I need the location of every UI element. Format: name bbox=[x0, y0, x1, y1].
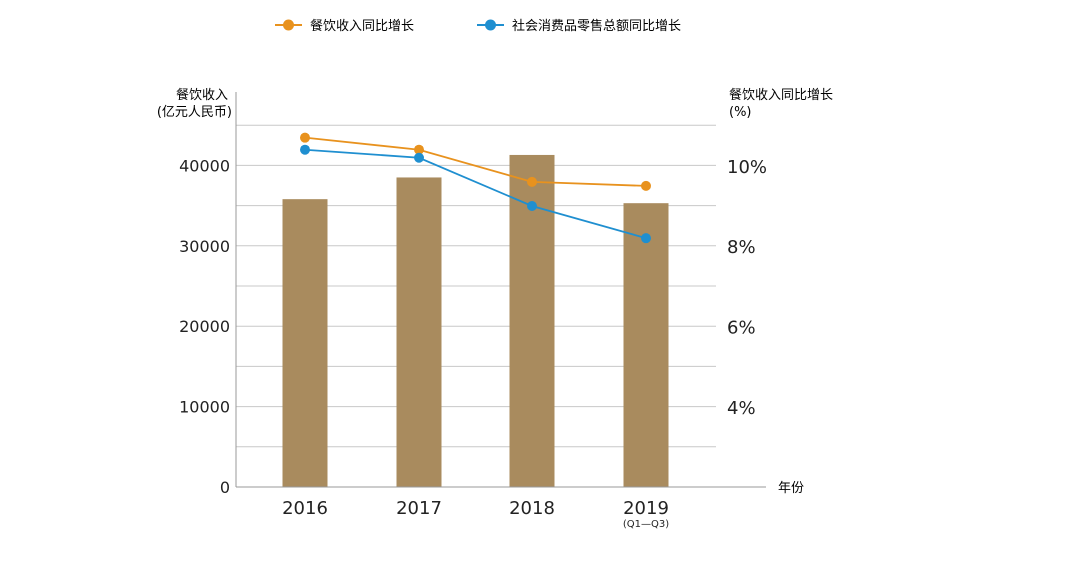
left-tick-label: 30000 bbox=[179, 237, 230, 256]
series-1-point-2016 bbox=[300, 144, 310, 155]
legend-label: 社会消费品零售总额同比增长 bbox=[512, 18, 681, 34]
series-0-point-2017 bbox=[414, 144, 424, 155]
left-tick-label: 0 bbox=[220, 478, 230, 497]
bar-2019 bbox=[623, 203, 669, 488]
legend-item-retail-growth: 社会消费品零售总额同比增长 bbox=[477, 18, 681, 34]
series-0-point-2019 bbox=[641, 180, 651, 191]
legend-label: 餐饮收入同比增长 bbox=[310, 18, 414, 34]
series-1-point-2019 bbox=[641, 233, 651, 244]
right-axis-unit: (%) bbox=[729, 105, 752, 120]
legend-swatch-marker bbox=[485, 19, 496, 31]
series-line-1 bbox=[304, 148, 647, 240]
legend: 餐饮收入同比增长 社会消费品零售总额同比增长 bbox=[275, 18, 681, 34]
axes-group bbox=[235, 92, 766, 488]
right-tick-label: 6% bbox=[727, 318, 756, 339]
legend-swatch-marker bbox=[283, 19, 294, 31]
left-axis-title: 餐饮收入 bbox=[176, 87, 228, 103]
bar-2017 bbox=[396, 177, 442, 487]
category-label: 2017 bbox=[396, 498, 442, 519]
series-1-point-2018 bbox=[527, 201, 537, 211]
right-tick-label: 4% bbox=[727, 398, 756, 419]
category-sublabel: (Q1—Q3) bbox=[623, 519, 669, 530]
category-label: 2018 bbox=[509, 498, 555, 519]
bar-2016 bbox=[282, 199, 328, 487]
series-0-point-2016 bbox=[300, 132, 310, 143]
left-tick-label: 20000 bbox=[179, 317, 230, 336]
category-label: 2016 bbox=[282, 498, 328, 519]
series-0-point-2018 bbox=[527, 176, 537, 187]
bars-group bbox=[282, 154, 669, 488]
series-1-point-2017 bbox=[414, 152, 424, 163]
right-axis-title: 餐饮收入同比增长 bbox=[729, 87, 833, 103]
right-tick-label: 8% bbox=[727, 237, 756, 258]
left-tick-label: 10000 bbox=[179, 398, 230, 417]
x-axis-title: 年份 bbox=[778, 481, 804, 496]
category-label: 2019 bbox=[623, 498, 669, 519]
left-axis-unit: (亿元人民币) bbox=[157, 105, 232, 120]
lines-group bbox=[300, 132, 651, 244]
legend-item-restaurant-growth: 餐饮收入同比增长 bbox=[275, 18, 414, 34]
series-line-0 bbox=[304, 136, 647, 187]
tick-labels: 0 10000 20000 30000 40000 4% 6% 8% 10% 2016 2017 20… bbox=[179, 156, 767, 530]
right-tick-label: 10% bbox=[727, 157, 767, 178]
left-tick-label: 40000 bbox=[179, 156, 230, 175]
